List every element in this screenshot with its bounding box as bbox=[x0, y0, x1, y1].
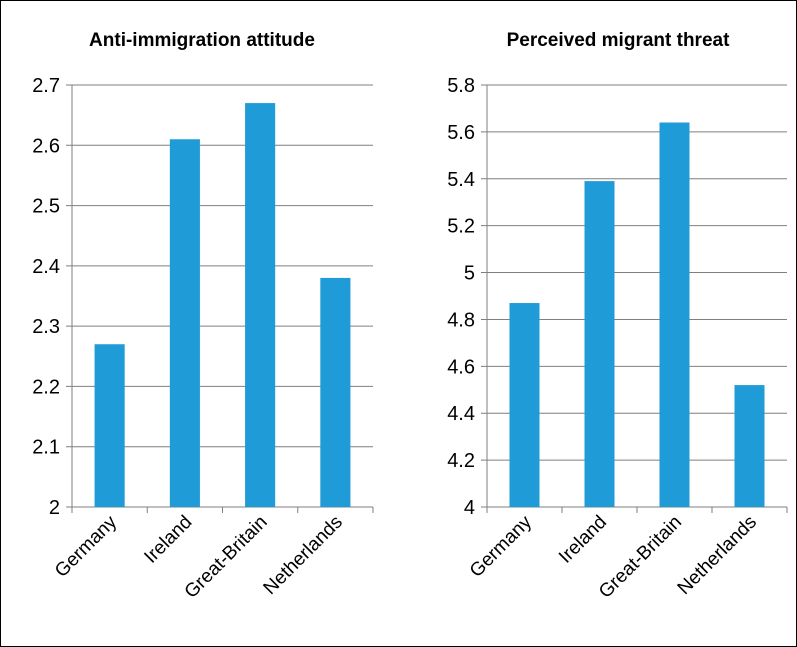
y-tick-label: 4.2 bbox=[447, 450, 475, 472]
bar bbox=[320, 277, 351, 507]
y-tick-label: 5.8 bbox=[447, 75, 475, 97]
x-category-label: Netherlands bbox=[260, 512, 347, 599]
y-tick-label: 2.3 bbox=[32, 316, 60, 338]
y-tick-label: 2.6 bbox=[32, 135, 60, 157]
y-tick-label: 2.4 bbox=[32, 256, 60, 278]
x-category-label: Germany bbox=[51, 511, 121, 581]
bar bbox=[734, 385, 765, 507]
y-tick-label: 5.2 bbox=[447, 216, 475, 238]
bar bbox=[169, 139, 200, 507]
x-category-label: Ireland bbox=[140, 512, 196, 568]
y-tick-label: 4.8 bbox=[447, 309, 475, 331]
y-tick-label: 2.1 bbox=[32, 437, 60, 459]
y-tick-label: 2 bbox=[49, 497, 60, 519]
bar bbox=[94, 344, 125, 507]
chart-1: Anti-immigration attitude 2 2.1 2.2 2.3 2.4 2.… bbox=[32, 30, 374, 603]
y-tick-label: 5 bbox=[464, 263, 475, 285]
x-category-label: Germany bbox=[466, 511, 536, 581]
bar bbox=[584, 181, 615, 507]
x-category-label: Netherlands bbox=[674, 512, 761, 599]
chart-title: Perceived migrant threat bbox=[507, 30, 730, 51]
y-tick-label: 2.7 bbox=[32, 75, 60, 97]
bar bbox=[659, 122, 690, 507]
y-tick-label: 4.4 bbox=[447, 403, 475, 425]
bar bbox=[245, 103, 276, 507]
y-tick-label: 2.2 bbox=[32, 376, 60, 398]
y-tick-label: 5.6 bbox=[447, 122, 475, 144]
chart-title: Anti-immigration attitude bbox=[89, 30, 315, 51]
y-tick-label: 2.5 bbox=[32, 196, 60, 218]
x-category-label: Ireland bbox=[555, 512, 611, 568]
y-tick-label: 4.6 bbox=[447, 356, 475, 378]
y-tick-label: 4 bbox=[464, 497, 475, 519]
y-tick-label: 5.4 bbox=[447, 169, 475, 191]
bar bbox=[509, 303, 540, 507]
chart-2: Perceived migrant threat 4 4.2 4.4 4.6 4.8 5 5.… bbox=[447, 30, 788, 603]
